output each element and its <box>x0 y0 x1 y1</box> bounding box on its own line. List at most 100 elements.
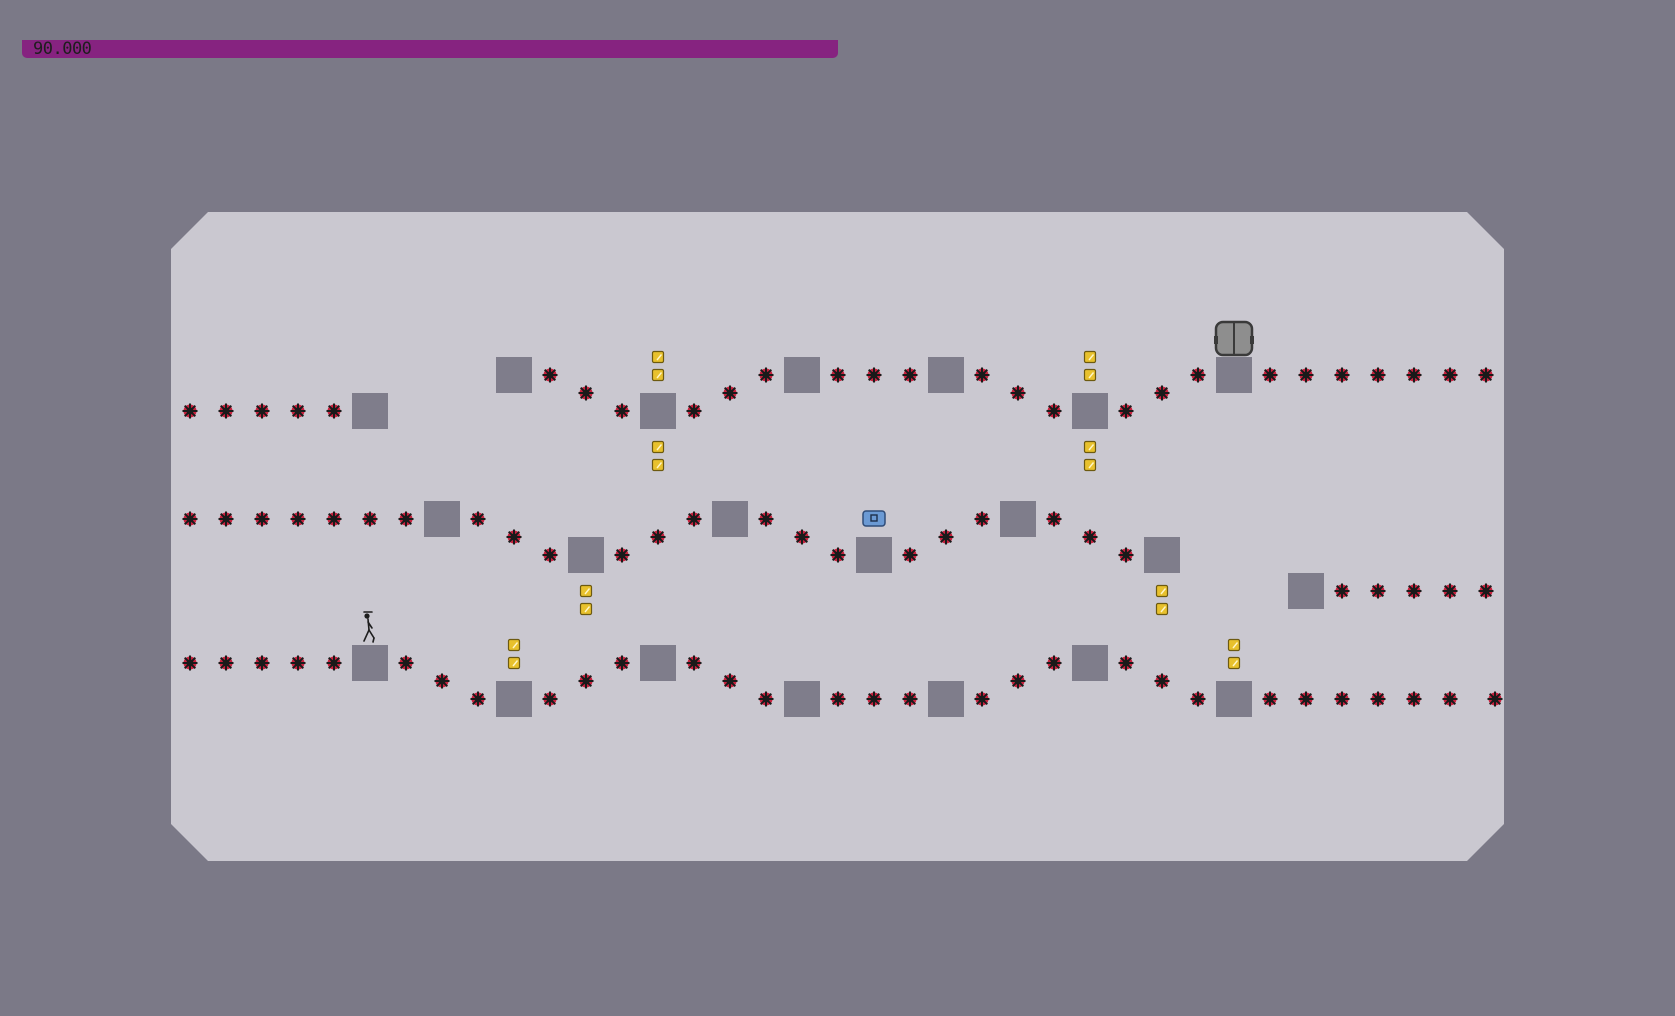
toggle-mine-icon <box>1334 367 1350 383</box>
toggle-mine-icon <box>398 655 414 671</box>
toggle-mine-icon <box>1442 583 1458 599</box>
toggle-mine-icon <box>830 547 846 563</box>
toggle-mine-icon <box>542 367 558 383</box>
tile-block <box>1072 393 1108 429</box>
toggle-mine-icon <box>542 691 558 707</box>
gold-layer <box>507 350 1241 670</box>
gold-square-icon <box>1083 350 1097 364</box>
toggle-mine-icon <box>866 367 882 383</box>
tile-block <box>352 393 388 429</box>
toggle-mine-icon <box>1046 403 1062 419</box>
toggle-mine-icon <box>1487 691 1503 707</box>
exit-switch-icon <box>862 510 886 527</box>
tile-block <box>712 501 748 537</box>
toggle-mine-icon <box>1154 673 1170 689</box>
gold-square-icon <box>1155 602 1169 616</box>
toggle-mine-icon <box>218 511 234 527</box>
gold-square-icon <box>1227 656 1241 670</box>
toggle-mine-icon <box>1370 367 1386 383</box>
toggle-mine-icon <box>1190 367 1206 383</box>
toggle-mine-icon <box>1262 691 1278 707</box>
gold-square-icon <box>579 584 593 598</box>
toggle-mine-icon <box>1298 367 1314 383</box>
tile-block <box>1216 681 1252 717</box>
toggle-mine-icon <box>1010 673 1026 689</box>
toggle-mine-icon <box>1154 385 1170 401</box>
toggle-mine-icon <box>470 511 486 527</box>
toggle-mine-icon <box>614 403 630 419</box>
toggle-mine-icon <box>758 511 774 527</box>
gold-square-icon <box>651 458 665 472</box>
gold-square-icon <box>1083 458 1097 472</box>
toggle-mine-icon <box>578 385 594 401</box>
toggle-mine-icon <box>1334 583 1350 599</box>
toggle-mine-icon <box>254 403 270 419</box>
tile-block <box>1000 501 1036 537</box>
toggle-mine-icon <box>1262 367 1278 383</box>
toggle-mine-icon <box>1010 385 1026 401</box>
tile-block <box>496 681 532 717</box>
toggle-mine-icon <box>254 655 270 671</box>
toggle-mine-icon <box>902 691 918 707</box>
tile-block <box>1216 357 1252 393</box>
tile-block <box>1144 537 1180 573</box>
toggle-mine-icon <box>290 403 306 419</box>
gold-square-icon <box>507 638 521 652</box>
toggle-mine-icon <box>686 655 702 671</box>
toggle-mine-icon <box>722 673 738 689</box>
toggle-mine-icon <box>866 691 882 707</box>
toggle-mine-icon <box>290 511 306 527</box>
gold-square-icon <box>579 602 593 616</box>
toggle-mine-icon <box>1190 691 1206 707</box>
toggle-mine-icon <box>542 547 558 563</box>
tile-block <box>928 357 964 393</box>
toggle-mine-icon <box>218 655 234 671</box>
tile-block <box>640 645 676 681</box>
gold-square-icon <box>507 656 521 670</box>
tile-block <box>496 357 532 393</box>
gold-square-icon <box>651 368 665 382</box>
toggle-mine-icon <box>722 385 738 401</box>
toggle-mine-icon <box>1082 529 1098 545</box>
toggle-mine-icon <box>974 691 990 707</box>
toggle-mine-icon <box>974 511 990 527</box>
toggle-mine-icon <box>1118 655 1134 671</box>
time-remaining-bar: 90.000 <box>22 39 838 59</box>
toggle-mine-icon <box>326 655 342 671</box>
tile-block <box>1288 573 1324 609</box>
mines-layer <box>182 367 1503 707</box>
toggle-mine-icon <box>902 547 918 563</box>
toggle-mine-icon <box>1406 583 1422 599</box>
toggle-mine-icon <box>1442 367 1458 383</box>
toggle-mine-icon <box>1370 583 1386 599</box>
tile-block <box>856 537 892 573</box>
toggle-mine-icon <box>254 511 270 527</box>
toggle-mine-icon <box>830 367 846 383</box>
toggle-mine-icon <box>1478 583 1494 599</box>
tile-block <box>928 681 964 717</box>
gold-square-icon <box>1083 368 1097 382</box>
toggle-mine-icon <box>686 511 702 527</box>
toggle-mine-icon <box>758 691 774 707</box>
toggle-mine-icon <box>1046 511 1062 527</box>
tile-block <box>424 501 460 537</box>
toggle-mine-icon <box>1118 547 1134 563</box>
toggle-mine-icon <box>326 403 342 419</box>
toggle-mine-icon <box>506 529 522 545</box>
gold-square-icon <box>1155 584 1169 598</box>
toggle-mine-icon <box>578 673 594 689</box>
toggle-mine-icon <box>1298 691 1314 707</box>
toggle-mine-icon <box>974 367 990 383</box>
toggle-mine-icon <box>614 655 630 671</box>
tile-block <box>784 681 820 717</box>
toggle-mine-icon <box>686 403 702 419</box>
toggle-mine-icon <box>1442 691 1458 707</box>
tile-block <box>1072 645 1108 681</box>
toggle-mine-icon <box>182 403 198 419</box>
toggle-mine-icon <box>614 547 630 563</box>
toggle-mine-icon <box>290 655 306 671</box>
gold-square-icon <box>1083 440 1097 454</box>
gold-square-icon <box>651 440 665 454</box>
toggle-mine-icon <box>1334 691 1350 707</box>
